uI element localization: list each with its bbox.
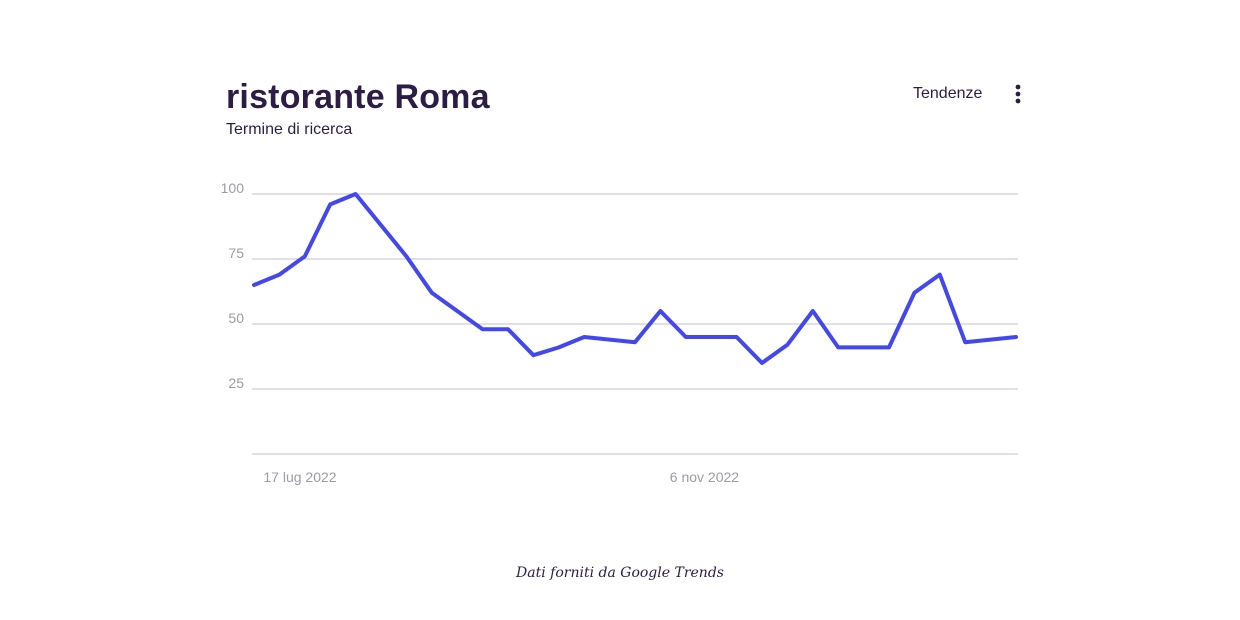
x-tick-label: 17 lug 2022 (263, 469, 336, 485)
y-tick-label: 100 (221, 180, 245, 196)
more-vertical-icon[interactable] (1008, 82, 1028, 106)
chart-title: ristorante Roma (226, 78, 490, 116)
footer-attribution: Dati forniti da Google Trends (516, 565, 724, 581)
chart-subtitle: Termine di ricerca (226, 121, 353, 138)
trends-label: Tendenze (913, 85, 983, 102)
x-tick-label: 6 nov 2022 (670, 469, 739, 485)
y-tick-label: 50 (228, 310, 244, 326)
line-chart: 100 75 50 25 17 lug 2022 6 nov 2022 (221, 180, 1018, 485)
y-tick-label: 75 (228, 245, 244, 261)
series-line (252, 192, 1018, 365)
y-tick-label: 25 (228, 375, 244, 391)
